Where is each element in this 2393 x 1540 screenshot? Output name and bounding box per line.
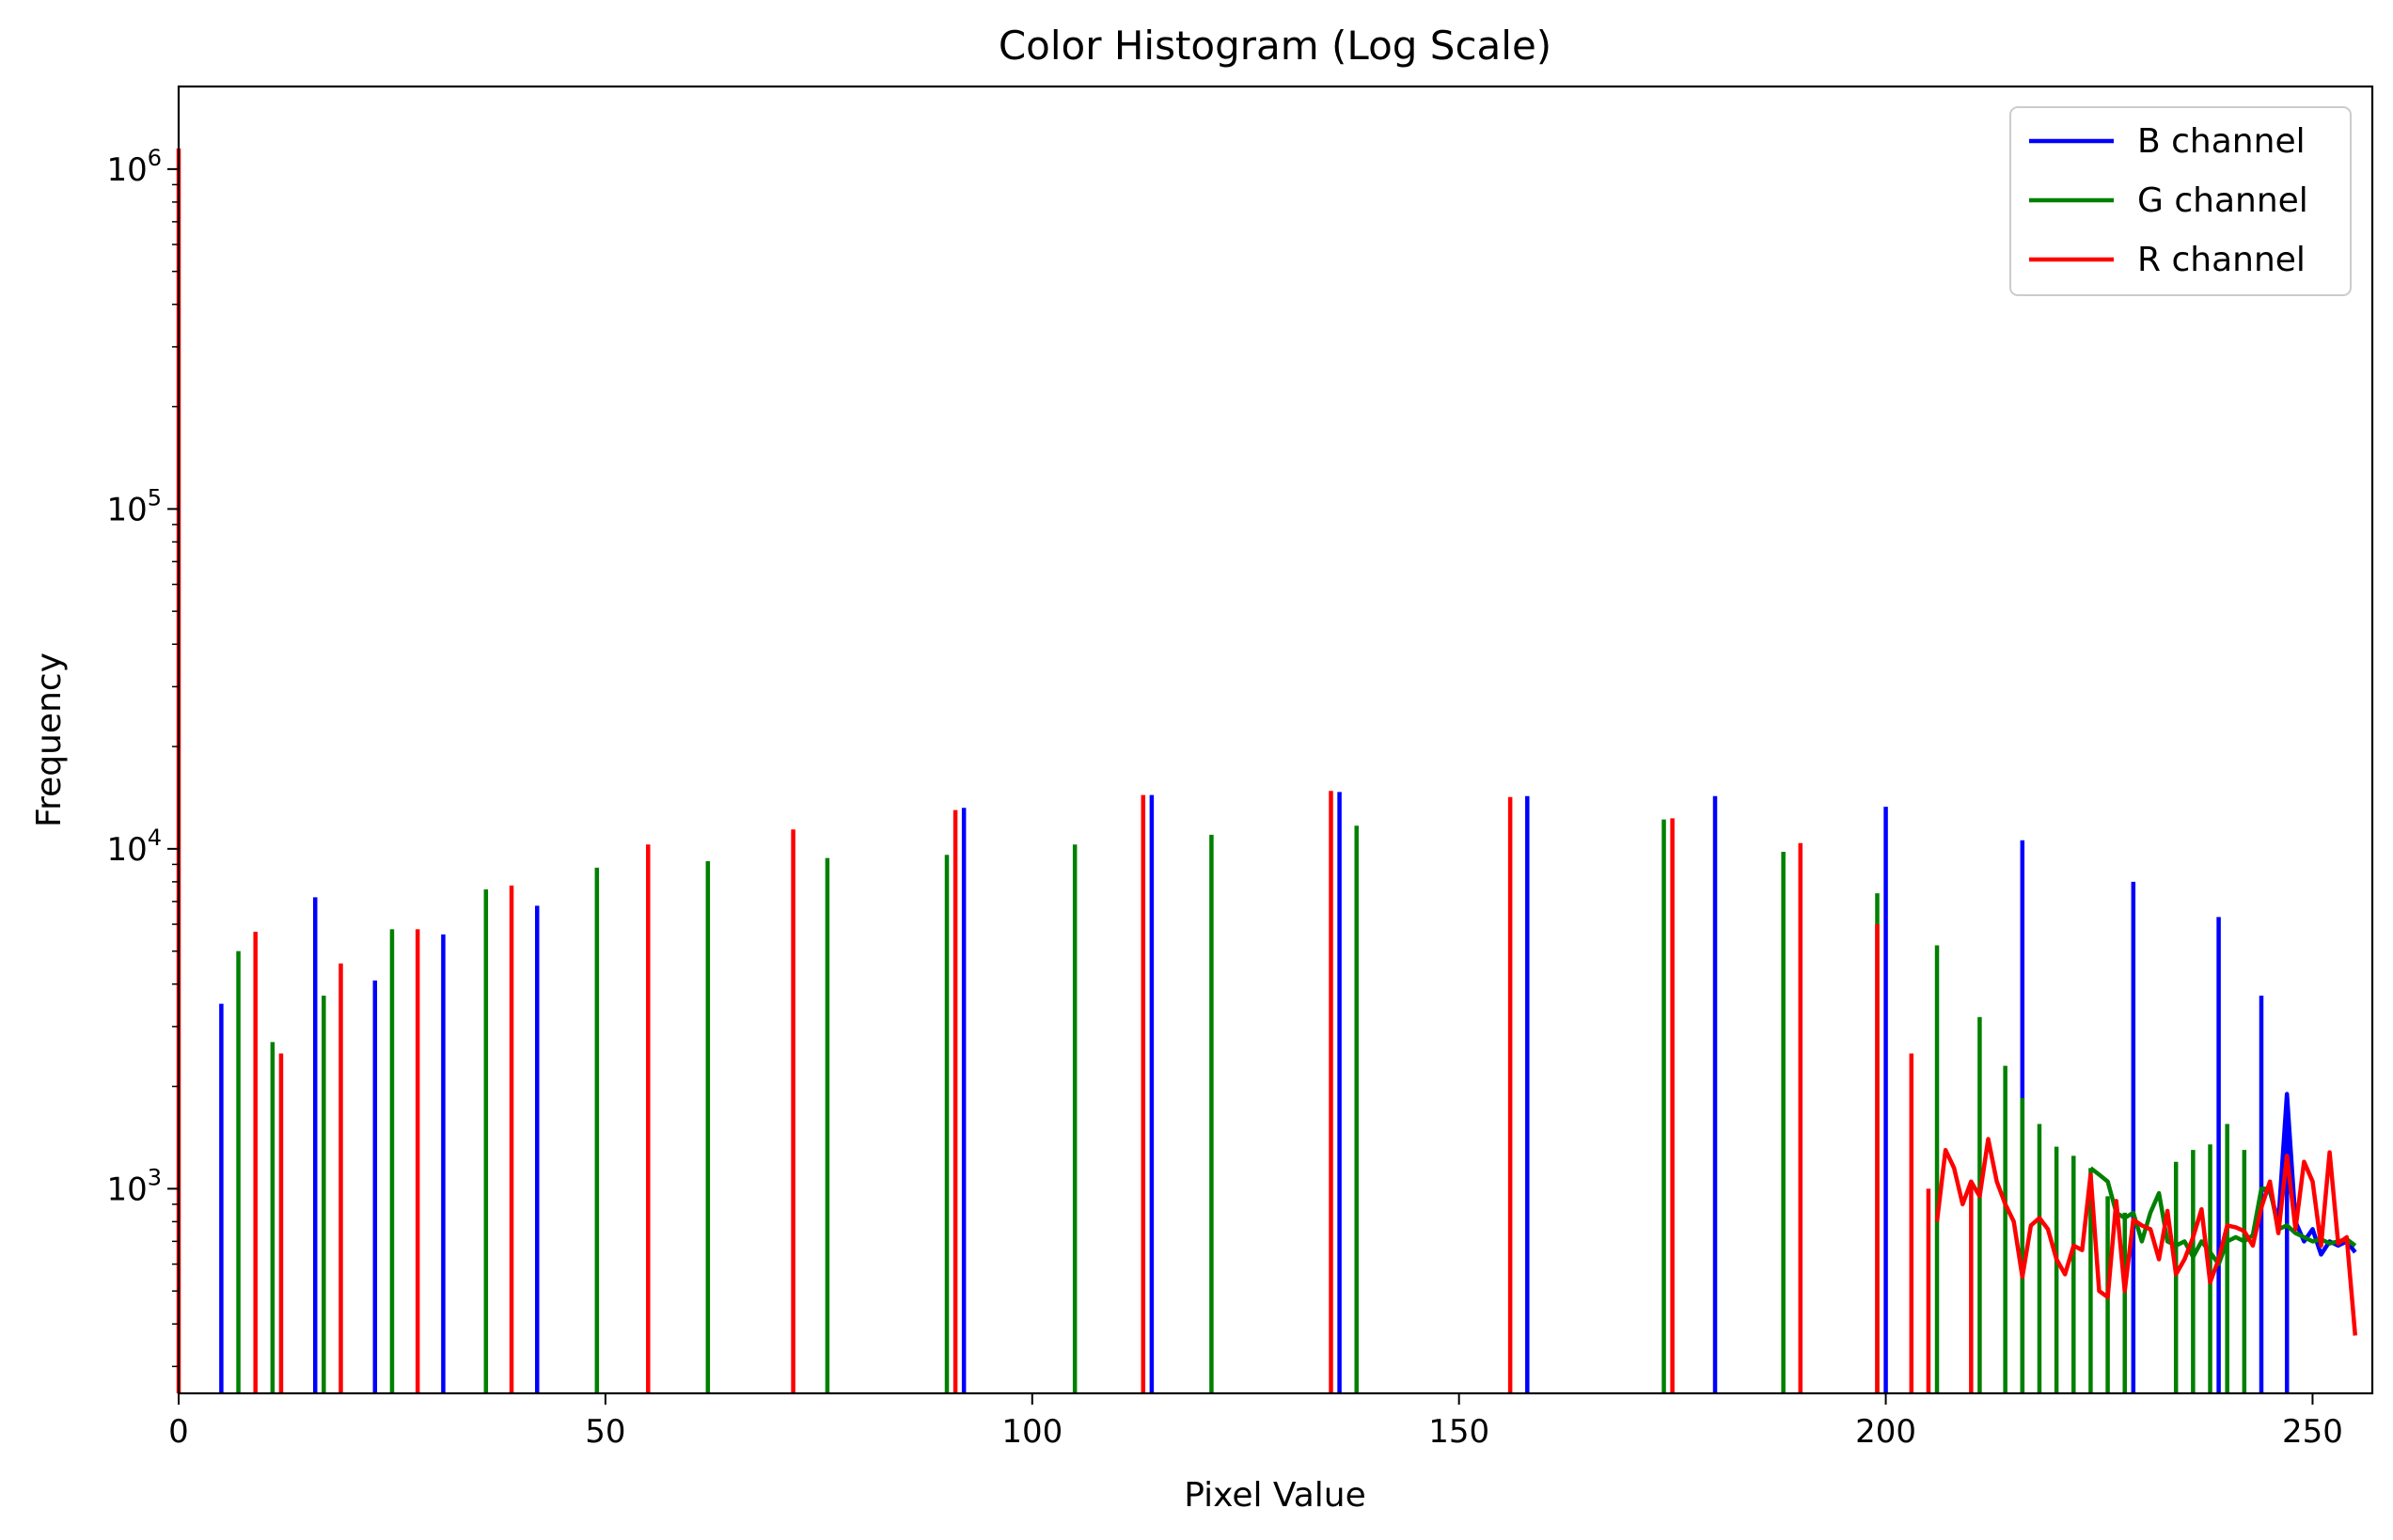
y-tick-label: 105 [106,484,162,528]
x-tick-label: 150 [1428,1413,1489,1451]
legend: B channel G channel R channel [2009,106,2352,296]
x-tick-label: 200 [1855,1413,1916,1451]
series-line [2089,1166,2357,1266]
x-tick-label: 250 [2282,1413,2343,1451]
series-layer [176,148,2358,1393]
x-tick-label: 100 [1001,1413,1063,1451]
legend-label: R channel [2137,241,2306,279]
x-axis: 0 50 100 150 200 250 [168,1393,2343,1451]
x-tick-label: 50 [585,1413,625,1451]
series-r-channel [176,148,2358,1393]
y-tick-label: 106 [106,145,162,189]
plot-area [176,86,2372,1393]
x-axis-label: Pixel Value [1184,1476,1366,1515]
chart-title: Color Histogram (Log Scale) [999,23,1551,69]
x-tick-label: 0 [168,1413,189,1451]
legend-label: B channel [2137,122,2306,161]
series-line [1934,1137,2358,1336]
y-axis: 103 104 105 106 [106,145,179,1368]
legend-label: G channel [2137,181,2308,220]
plot-frame [177,85,2374,1395]
y-tick-label: 104 [106,825,162,869]
y-tick-label: 103 [106,1164,162,1208]
legend-frame [2009,106,2352,296]
y-axis-label: Frequency [30,652,69,827]
